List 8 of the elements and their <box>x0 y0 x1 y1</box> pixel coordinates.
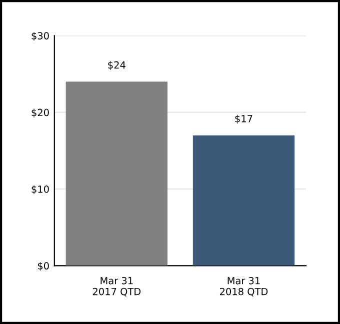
y-tick-label: $20 <box>32 108 49 118</box>
data-label: $24 <box>108 61 126 70</box>
x-tick-label: Mar 31 2018 QTD <box>220 276 268 296</box>
x-tick-label: Mar 31 2017 QTD <box>92 276 141 296</box>
data-label: $17 <box>235 114 252 124</box>
y-tick-label: $30 <box>32 32 49 41</box>
y-tick-label: $0 <box>38 262 49 271</box>
y-tick-label: $10 <box>32 185 49 194</box>
